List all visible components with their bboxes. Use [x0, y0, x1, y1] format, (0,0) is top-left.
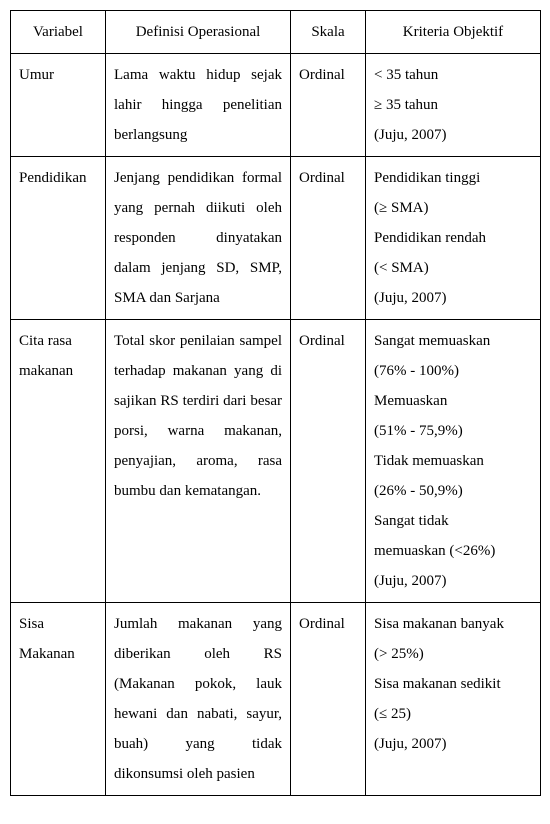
kriteria-line: (Juju, 2007) [374, 127, 447, 143]
header-skala: Skala [291, 11, 366, 54]
cell-kriteria: Sangat memuaskan (76% - 100%) Memuaskan … [366, 320, 541, 603]
kriteria-line: (76% - 100%) [374, 363, 459, 379]
cell-definisi: Lama waktu hidup sejak lahir hingga pene… [106, 54, 291, 157]
cell-variabel: Pendidikan [11, 157, 106, 320]
kriteria-line: Pendidikan rendah [374, 230, 486, 246]
kriteria-line: (51% - 75,9%) [374, 423, 463, 439]
kriteria-line: (< SMA) [374, 260, 429, 276]
header-variabel: Variabel [11, 11, 106, 54]
table-row: Umur Lama waktu hidup sejak lahir hingga… [11, 54, 541, 157]
kriteria-line: (> 25%) [374, 646, 424, 662]
cell-kriteria: Sisa makanan banyak (> 25%) Sisa makanan… [366, 603, 541, 796]
table-row: Pendidikan Jenjang pendidikan formal yan… [11, 157, 541, 320]
kriteria-line: ≥ 35 tahun [374, 97, 438, 113]
variabel-line: Cita rasa [19, 333, 72, 349]
kriteria-line: (26% - 50,9%) [374, 483, 463, 499]
definition-table: Variabel Definisi Operasional Skala Krit… [10, 10, 541, 796]
cell-definisi: Jumlah makanan yang diberikan oleh RS (M… [106, 603, 291, 796]
kriteria-line: < 35 tahun [374, 67, 438, 83]
cell-skala: Ordinal [291, 54, 366, 157]
cell-kriteria: < 35 tahun ≥ 35 tahun (Juju, 2007) [366, 54, 541, 157]
kriteria-line: Tidak memuaskan [374, 453, 484, 469]
cell-skala: Ordinal [291, 157, 366, 320]
variabel-line: Makanan [19, 646, 75, 662]
table-header-row: Variabel Definisi Operasional Skala Krit… [11, 11, 541, 54]
kriteria-line: (Juju, 2007) [374, 573, 447, 589]
cell-skala: Ordinal [291, 320, 366, 603]
kriteria-line: (Juju, 2007) [374, 290, 447, 306]
kriteria-line: memuaskan (<26%) [374, 543, 495, 559]
kriteria-line: Memuaskan [374, 393, 447, 409]
table-row: Cita rasa makanan Total skor penilaian s… [11, 320, 541, 603]
cell-variabel: Cita rasa makanan [11, 320, 106, 603]
kriteria-line: (Juju, 2007) [374, 736, 447, 752]
kriteria-line: (≤ 25) [374, 706, 411, 722]
cell-kriteria: Pendidikan tinggi (≥ SMA) Pendidikan ren… [366, 157, 541, 320]
header-kriteria: Kriteria Objektif [366, 11, 541, 54]
table-row: Sisa Makanan Jumlah makanan yang diberik… [11, 603, 541, 796]
cell-definisi: Jenjang pendidikan formal yang pernah di… [106, 157, 291, 320]
cell-definisi: Total skor penilaian sampel terhadap mak… [106, 320, 291, 603]
kriteria-line: Sisa makanan banyak [374, 616, 504, 632]
variabel-line: Sisa [19, 616, 44, 632]
kriteria-line: Sangat memuaskan [374, 333, 490, 349]
cell-variabel: Sisa Makanan [11, 603, 106, 796]
kriteria-line: Sangat tidak [374, 513, 449, 529]
kriteria-line: Sisa makanan sedikit [374, 676, 501, 692]
variabel-line: makanan [19, 363, 73, 379]
cell-skala: Ordinal [291, 603, 366, 796]
header-definisi: Definisi Operasional [106, 11, 291, 54]
kriteria-line: Pendidikan tinggi [374, 170, 480, 186]
kriteria-line: (≥ SMA) [374, 200, 429, 216]
cell-variabel: Umur [11, 54, 106, 157]
